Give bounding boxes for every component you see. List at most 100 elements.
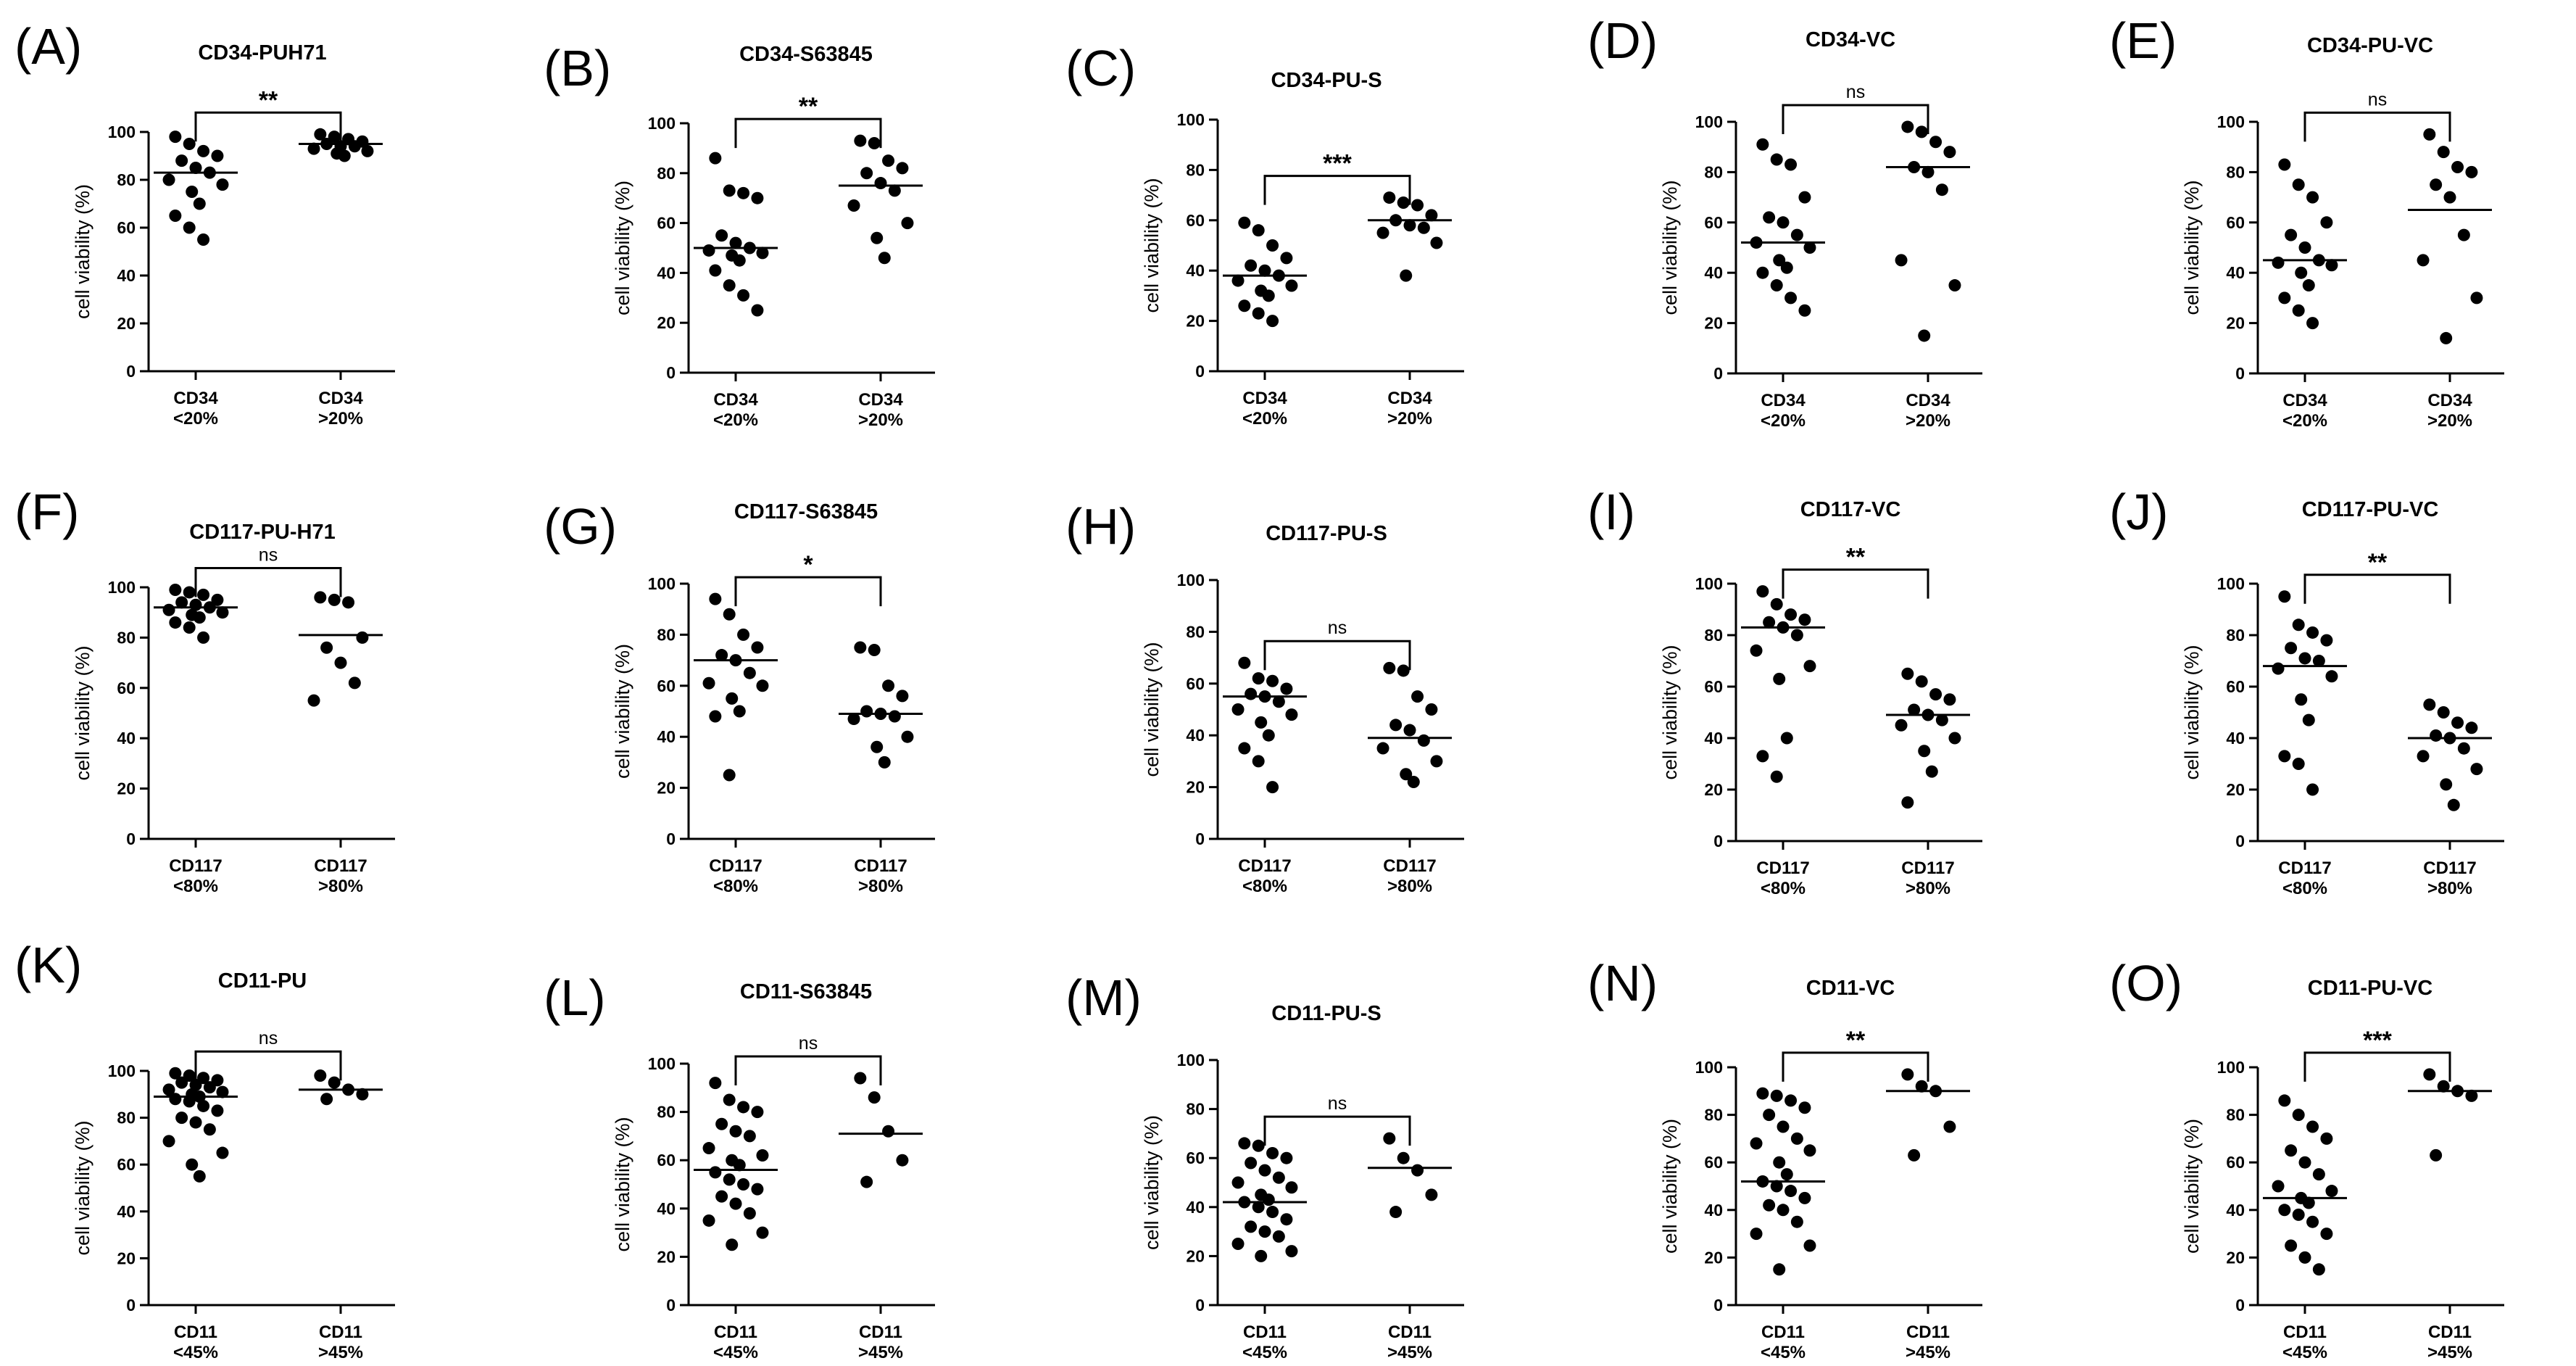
data-point [1403,219,1416,232]
y-tick-label: 20 [2226,780,2245,799]
data-point [175,596,188,609]
y-axis-label: cell viability (%) [72,184,94,319]
data-point [2325,670,2338,683]
y-tick-label: 80 [1704,1106,1723,1125]
y-tick-label: 100 [1177,1051,1205,1069]
data-point [1756,585,1769,598]
x-tick-label: >80% [1906,879,1950,898]
x-tick-label: <45% [2282,1343,2327,1362]
data-point [2298,1156,2311,1169]
x-tick-label: CD11 [859,1322,902,1342]
panel-label: (I) [1587,484,1635,540]
y-tick-label: 20 [1186,312,1205,331]
data-point [1901,1068,1914,1081]
significance-bracket [2303,1051,2451,1082]
data-point [1238,656,1251,669]
panel-i: (I) CD117-VC 0 20 40 60 80 100 cell viability (%… [1587,484,1982,898]
x-tick-label: CD34 [2427,391,2472,410]
y-tick-label: 60 [1704,677,1723,696]
significance-label: ns [799,1033,818,1054]
data-point [860,167,873,180]
data-point [882,154,895,167]
data-point [2285,1239,2298,1252]
data-point [1272,1171,1285,1184]
y-tick-label: 0 [666,363,676,382]
y-axis-label: cell viability (%) [1141,642,1163,777]
data-point [1262,289,1275,302]
data-point [1770,279,1783,292]
data-point [1756,750,1769,763]
y-tick-label: 20 [1186,1246,1205,1265]
data-point [1790,228,1803,241]
data-point [2298,241,2311,254]
y-tick-label: 60 [117,218,136,237]
data-point [1929,136,1943,149]
x-tick-label: CD11 [1906,1322,1950,1342]
data-point [1280,1151,1293,1164]
data-point [216,178,229,191]
panel-l: (L) CD11-S63845 0 20 40 60 80 100 cell viability… [544,969,935,1362]
y-tick-label: 80 [1186,622,1205,641]
data-point [723,1093,736,1106]
data-point [2423,128,2436,141]
data-point [169,210,182,222]
data-point [1266,1206,1279,1219]
data-point [211,593,224,606]
data-point [1750,1137,1763,1150]
data-point [2451,160,2464,173]
data-point [1925,765,1938,778]
y-tick-label: 0 [2235,1296,2245,1315]
data-point [1918,329,1931,342]
chart-title: CD11-S63845 [740,980,872,1003]
data-point [1763,616,1776,629]
data-point [1784,158,1798,171]
x-tick-label: <20% [173,409,218,429]
data-point [1784,1094,1798,1107]
significance-bracket [1782,568,1929,599]
data-point [328,1076,341,1089]
panel-label: (N) [1587,955,1658,1011]
data-point [2292,618,2305,632]
y-tick-label: 0 [666,1296,676,1315]
data-point [1266,315,1279,328]
data-point [193,197,206,210]
x-tick-label: <80% [1242,877,1287,896]
data-point [2312,1263,2325,1276]
data-point [348,140,361,153]
data-point [1258,264,1271,277]
data-point [1403,724,1416,737]
panel-h: (H) CD117-PU-S 0 20 40 60 80 100 cell viability … [1065,498,1464,896]
data-point [709,710,722,723]
y-tick-label: 60 [1186,674,1205,693]
y-tick-label: 40 [657,263,676,282]
data-point [1383,661,1396,674]
data-point [1773,1156,1786,1169]
data-point [2320,634,2333,647]
data-point [2292,1109,2305,1122]
panel-label: (J) [2109,484,2169,540]
x-tick-label: CD117 [2278,858,2331,878]
data-point [723,1173,736,1186]
data-point [715,1190,728,1203]
data-point [203,1123,216,1136]
panel-a: (A) CD34-PUH71 0 20 40 60 80 100 cell viability … [14,18,395,429]
data-point [1411,690,1424,703]
panel-e: (E) CD34-PU-VC 0 20 40 60 80 100 cell viability … [2109,12,2504,431]
y-tick-label: 40 [2226,1201,2245,1220]
data-point [1918,745,1931,758]
y-tick-label: 20 [1186,778,1205,797]
data-point [169,616,182,629]
significance-bracket [1263,1115,1411,1146]
data-point [1280,1213,1293,1226]
data-point [1411,1164,1424,1177]
data-point [1763,211,1776,224]
data-point [2437,146,2450,159]
chart-title: CD34-PU-S [1271,69,1382,92]
y-tick-label: 40 [1704,1201,1723,1220]
data-point [737,628,750,641]
y-tick-label: 100 [2217,112,2245,131]
data-point [307,694,320,707]
x-tick-label: CD117 [2423,858,2476,878]
x-tick-label: CD34 [713,390,758,410]
data-point [1935,183,1948,196]
